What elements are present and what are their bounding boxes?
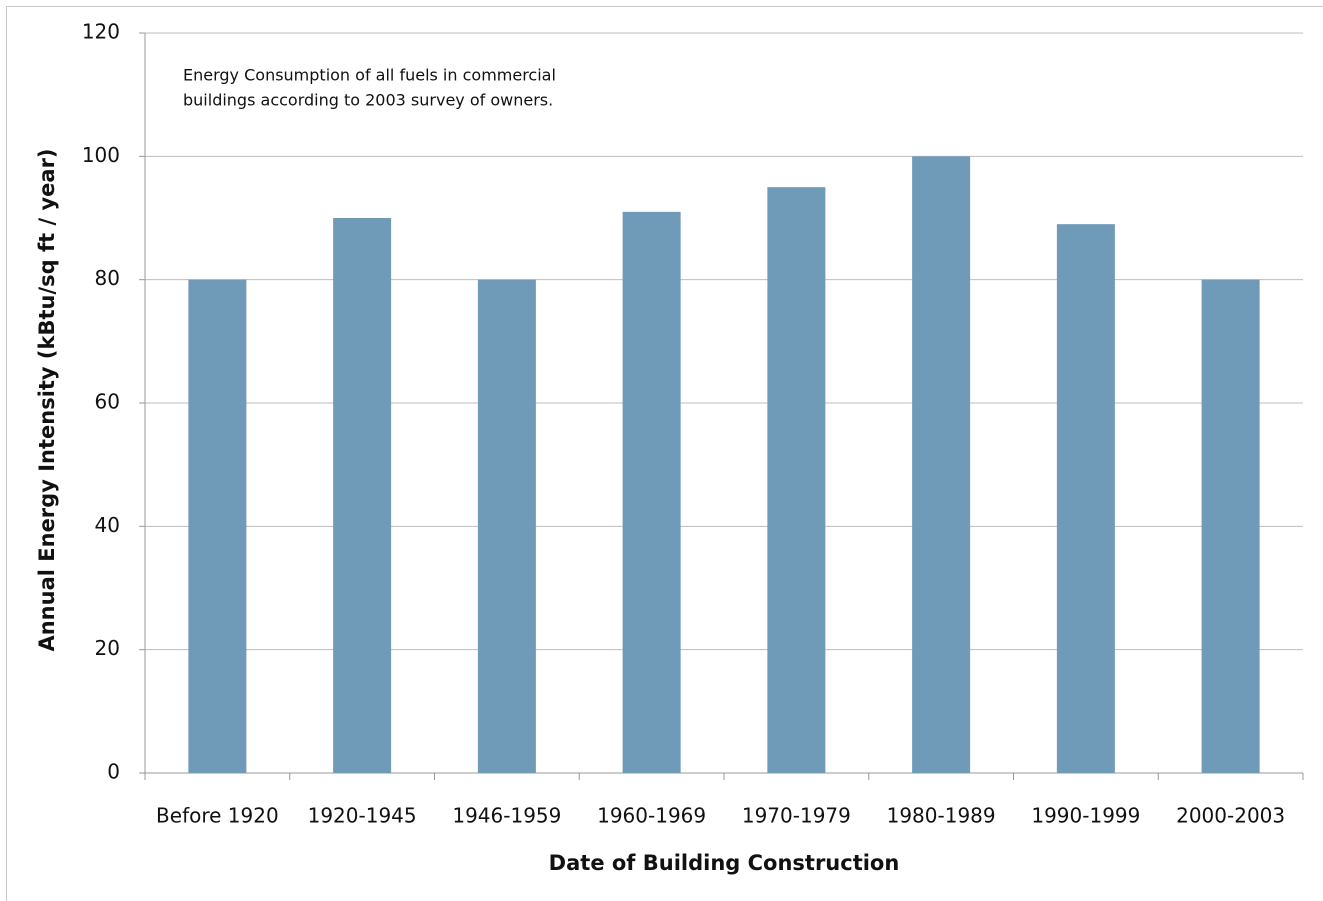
annotation-line: Energy Consumption of all fuels in comme… bbox=[183, 66, 556, 85]
bar bbox=[1056, 224, 1115, 773]
x-tick-label: 2000-2003 bbox=[1176, 804, 1285, 828]
x-axis-title: Date of Building Construction bbox=[549, 851, 900, 875]
y-tick-label: 20 bbox=[95, 636, 120, 660]
annotation-line: buildings according to 2003 survey of ow… bbox=[183, 91, 553, 110]
x-tick-label: 1960-1969 bbox=[597, 804, 706, 828]
bar bbox=[767, 187, 826, 773]
x-tick-label: 1946-1959 bbox=[452, 804, 561, 828]
y-tick-label: 60 bbox=[95, 390, 120, 414]
y-axis-title: Annual Energy Intensity (kBtu/sq ft / ye… bbox=[35, 148, 59, 651]
bar bbox=[188, 279, 247, 773]
x-tick-label: Before 1920 bbox=[156, 804, 279, 828]
x-tick-label: 1970-1979 bbox=[742, 804, 851, 828]
y-tick-label: 0 bbox=[107, 760, 120, 784]
bar bbox=[477, 279, 536, 773]
chart-border bbox=[6, 6, 1323, 901]
bar bbox=[1201, 279, 1260, 773]
bar bbox=[912, 156, 971, 774]
y-tick-label: 40 bbox=[95, 513, 120, 537]
y-tick-label: 120 bbox=[82, 20, 120, 44]
x-tick-label: 1990-1999 bbox=[1031, 804, 1140, 828]
x-tick-label: 1920-1945 bbox=[308, 804, 417, 828]
x-tick-label: 1980-1989 bbox=[887, 804, 996, 828]
bar bbox=[622, 211, 681, 774]
y-tick-label: 100 bbox=[82, 143, 120, 167]
y-tick-label: 80 bbox=[95, 266, 120, 290]
bar bbox=[333, 218, 392, 773]
